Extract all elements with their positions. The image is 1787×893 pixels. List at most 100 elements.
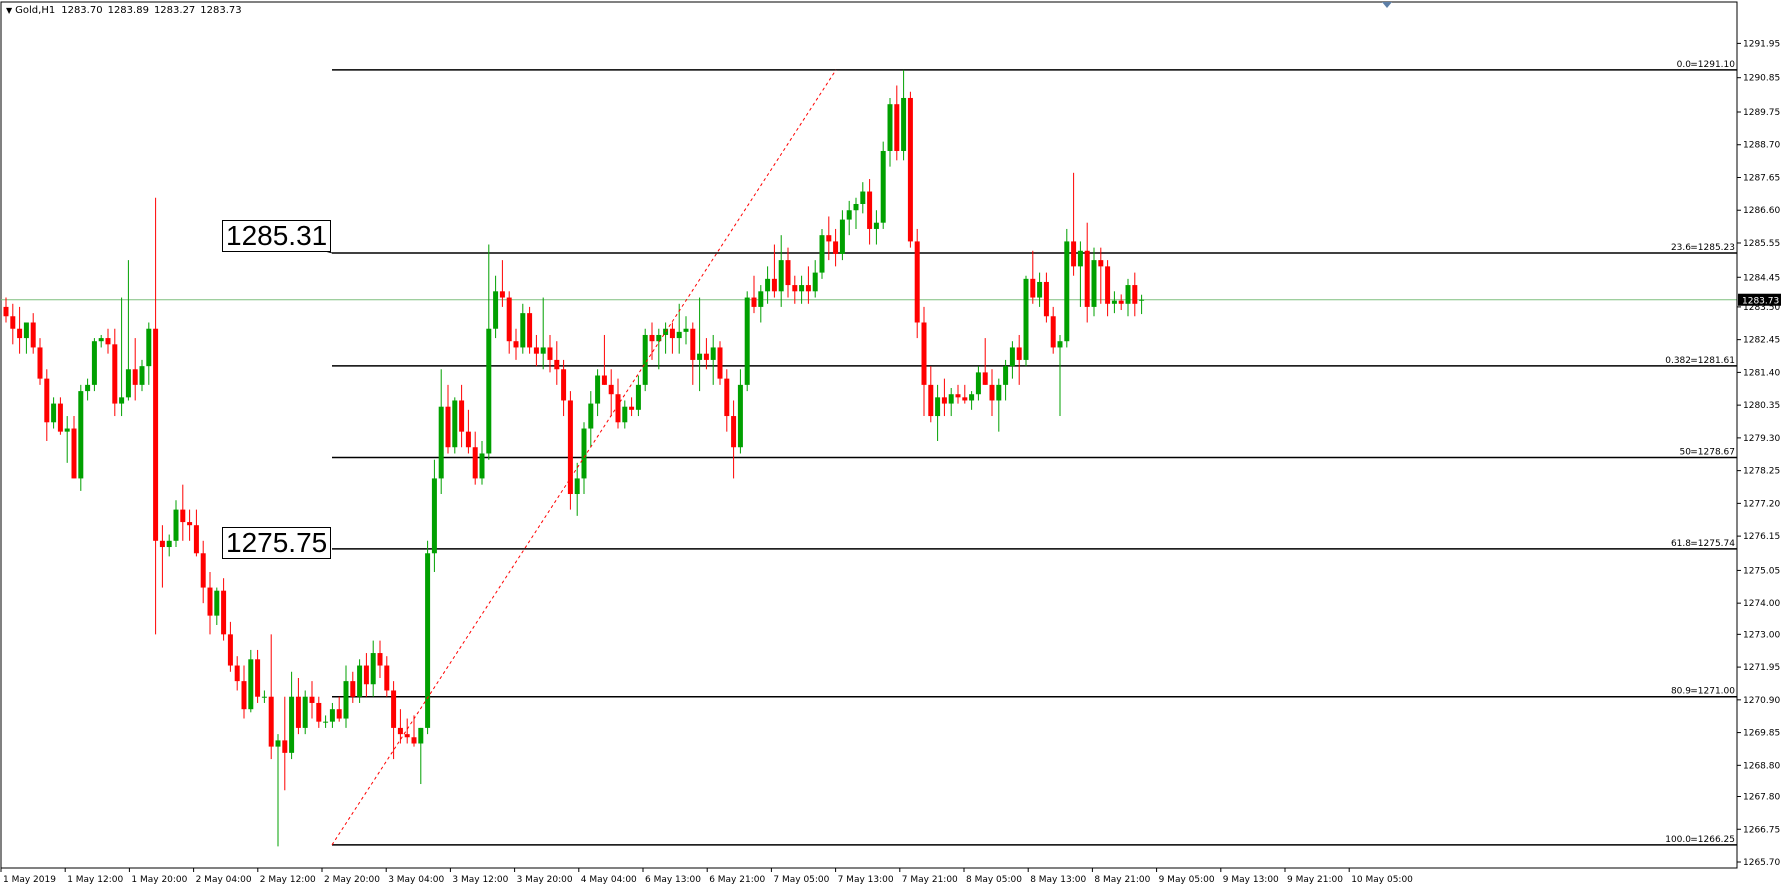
candle-body[interactable] [227, 634, 233, 666]
candle-body[interactable] [1111, 300, 1117, 304]
candle-body[interactable] [799, 285, 805, 292]
candle-body[interactable] [486, 328, 492, 454]
candle-body[interactable] [411, 737, 417, 744]
candle-body[interactable] [982, 372, 988, 385]
candle-body[interactable] [731, 416, 737, 448]
candle-body[interactable] [438, 406, 444, 479]
candle-body[interactable] [860, 191, 866, 204]
candle-body[interactable] [1023, 278, 1029, 360]
candle-body[interactable] [105, 338, 111, 345]
candle-body[interactable] [785, 260, 791, 286]
candle-body[interactable] [1091, 260, 1097, 307]
candle-body[interactable] [459, 400, 465, 432]
candle-body[interactable] [1139, 299, 1145, 301]
fib-trend-line[interactable] [331, 69, 837, 846]
candle-body[interactable] [289, 696, 295, 753]
candle-body[interactable] [697, 353, 703, 360]
candle-body[interactable] [91, 341, 97, 385]
candle-body[interactable] [663, 328, 669, 335]
candle-body[interactable] [737, 384, 743, 448]
candle-body[interactable] [601, 375, 607, 385]
candle-body[interactable] [567, 400, 573, 495]
candle-body[interactable] [1071, 241, 1077, 267]
candle-body[interactable] [153, 328, 159, 541]
candle-body[interactable] [132, 369, 138, 385]
candle-body[interactable] [37, 347, 43, 379]
candle-body[interactable] [1098, 260, 1104, 267]
candle-body[interactable] [778, 260, 784, 292]
candle-body[interactable] [887, 104, 893, 151]
candle-body[interactable] [996, 384, 1002, 401]
candle-body[interactable] [1105, 266, 1111, 304]
candle-body[interactable] [261, 696, 267, 698]
candle-body[interactable] [1077, 250, 1083, 267]
candle-body[interactable] [1016, 347, 1022, 360]
candle-body[interactable] [554, 359, 560, 370]
candle-body[interactable] [119, 397, 125, 404]
candle-body[interactable] [1057, 341, 1063, 348]
candle-body[interactable] [377, 653, 383, 666]
candle-body[interactable] [744, 297, 750, 385]
candle-body[interactable] [622, 406, 628, 423]
candle-body[interactable] [1064, 241, 1070, 342]
candle-body[interactable] [703, 353, 709, 360]
candle-body[interactable] [397, 727, 403, 735]
candle-body[interactable] [479, 453, 485, 479]
candle-body[interactable] [819, 235, 825, 273]
candle-body[interactable] [187, 522, 193, 526]
candle-body[interactable] [44, 378, 50, 423]
candle-body[interactable] [629, 406, 635, 410]
candle-body[interactable] [1030, 278, 1036, 298]
candle-body[interactable] [78, 391, 84, 479]
plot-area[interactable] [0, 1, 1738, 869]
candle-body[interactable] [425, 553, 431, 728]
candle-body[interactable] [1118, 300, 1124, 304]
candle-body[interactable] [574, 478, 580, 495]
candle-body[interactable] [248, 659, 254, 710]
candle-body[interactable] [363, 665, 369, 685]
candle-body[interactable] [962, 397, 968, 401]
candle-body[interactable] [561, 369, 567, 401]
candle-body[interactable] [635, 384, 641, 410]
candle-body[interactable] [418, 727, 424, 744]
candle-body[interactable] [465, 431, 471, 448]
price-annotation-upper[interactable]: 1285.31 [222, 220, 332, 252]
candle-body[interactable] [805, 285, 811, 292]
candle-body[interactable] [112, 344, 118, 404]
candle-body[interactable] [1050, 316, 1056, 348]
candle-body[interactable] [588, 403, 594, 429]
candle-body[interactable] [255, 659, 261, 697]
candle-body[interactable] [595, 375, 601, 404]
candle-body[interactable] [452, 400, 458, 448]
candle-body[interactable] [207, 587, 213, 616]
candle-body[interactable] [969, 394, 975, 401]
candle-body[interactable] [901, 97, 907, 151]
candle-body[interactable] [493, 291, 499, 329]
candle-body[interactable] [200, 553, 206, 588]
candle-body[interactable] [839, 219, 845, 254]
candle-body[interactable] [533, 347, 539, 354]
candle-body[interactable] [391, 690, 397, 728]
candle-body[interactable] [683, 328, 689, 332]
candle-body[interactable] [1003, 366, 1009, 385]
candle-body[interactable] [506, 297, 512, 342]
candle-body[interactable] [853, 203, 859, 211]
candle-body[interactable] [669, 328, 675, 339]
candle-body[interactable] [846, 210, 852, 220]
candle-body[interactable] [758, 291, 764, 307]
candle-body[interactable] [499, 291, 505, 298]
price-annotation-lower[interactable]: 1275.75 [222, 527, 332, 559]
candle-body[interactable] [23, 322, 29, 339]
candle-body[interactable] [193, 525, 199, 554]
candle-body[interactable] [948, 394, 954, 404]
candle-body[interactable] [384, 665, 390, 691]
candle-body[interactable] [234, 665, 240, 682]
candle-body[interactable] [513, 341, 519, 348]
candle-body[interactable] [1125, 285, 1131, 304]
candle-body[interactable] [792, 285, 798, 292]
candle-body[interactable] [51, 403, 57, 423]
candle-body[interactable] [98, 338, 104, 342]
candle-body[interactable] [1009, 347, 1015, 367]
candle-body[interactable] [765, 278, 771, 292]
